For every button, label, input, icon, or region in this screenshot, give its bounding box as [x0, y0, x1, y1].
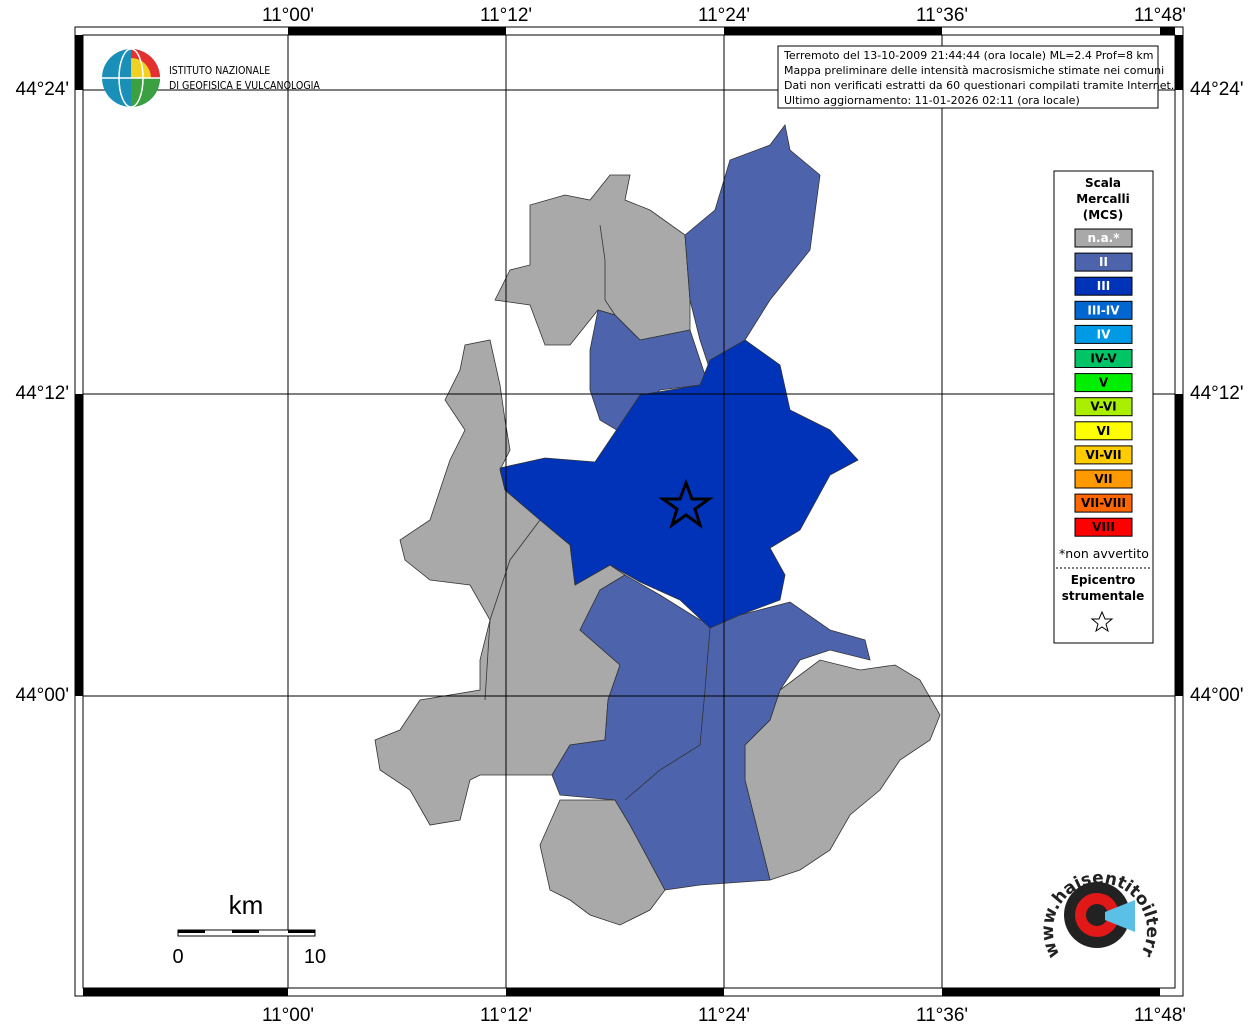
- frame-band: [506, 988, 724, 996]
- scale-unit: km: [229, 890, 264, 920]
- legend-title: Scala: [1085, 176, 1121, 190]
- frame: [74, 26, 1184, 997]
- ingv-text: DI GEOFISICA E VULCANOLOGIA: [169, 80, 320, 92]
- info-box: Terremoto del 13-10-2009 21:44:44 (ora l…: [777, 45, 1174, 109]
- ingv-logo: ISTITUTO NAZIONALE DI GEOFISICA E VULCAN…: [102, 48, 320, 108]
- scale-label: 0: [172, 946, 183, 968]
- lat-label: 44°00': [16, 685, 70, 706]
- scale-bar-seg: [288, 930, 315, 933]
- frame-band: [288, 27, 506, 35]
- hsit-speaker: [1105, 900, 1135, 932]
- info-line: Terremoto del 13-10-2009 21:44:44 (ora l…: [783, 49, 1154, 62]
- legend-label: VI-VII: [1085, 448, 1121, 462]
- legend-epicenter: strumentale: [1062, 589, 1145, 603]
- lon-label: 11°12': [480, 5, 532, 26]
- scale-bar-seg: [232, 930, 259, 933]
- boundary: [599, 224, 616, 316]
- info-line: Ultimo aggiornamento: 11-01-2026 02:11 (…: [784, 94, 1080, 107]
- frame-band: [1160, 27, 1175, 35]
- legend-swatch: [1074, 445, 1133, 465]
- legend-label: III: [1097, 279, 1110, 293]
- legend-label: VI: [1097, 424, 1111, 438]
- scale-bar: km 0 10: [172, 890, 326, 968]
- legend-swatch: [1074, 397, 1133, 417]
- epicenter-star: [658, 478, 714, 529]
- legend-label: VII-VIII: [1081, 496, 1126, 510]
- lon-label: 11°24': [698, 1005, 750, 1024]
- hsit-circle: [1086, 904, 1108, 926]
- legend-star: [1090, 610, 1114, 633]
- legend-swatch: [1074, 493, 1133, 513]
- ingv-text: ISTITUTO NAZIONALE: [169, 65, 270, 77]
- legend-label: IV-V: [1090, 352, 1117, 366]
- lat-label: 44°12': [1190, 383, 1244, 404]
- municipality: [589, 309, 706, 436]
- legend-frame: [1053, 170, 1154, 644]
- frame-band: [83, 988, 288, 996]
- legend-note: *non avvertito: [1059, 546, 1149, 561]
- legend: ScalaMercalli(MCS)n.a.*IIIIIIII-IVIVIV-V…: [1053, 170, 1154, 644]
- lat-label: 44°24': [1190, 79, 1244, 100]
- legend-swatch: [1074, 276, 1133, 296]
- legend-swatch: [1074, 517, 1133, 537]
- regions: [374, 124, 941, 926]
- legend-label: V: [1099, 376, 1109, 390]
- legend-title: (MCS): [1083, 208, 1124, 222]
- legend-swatch: [1074, 228, 1133, 248]
- legend-swatch: [1074, 469, 1133, 489]
- scale-bar-seg: [178, 930, 205, 933]
- info-frame: [777, 45, 1159, 109]
- legend-label: VIII: [1092, 520, 1115, 534]
- info-line: Mappa preliminare delle intensità macros…: [784, 64, 1164, 77]
- municipality: [539, 799, 666, 926]
- legend-label: IV: [1097, 327, 1111, 341]
- frame-band: [942, 988, 1160, 996]
- legend-swatch: [1074, 252, 1133, 272]
- lon-label: 11°48': [1134, 5, 1186, 26]
- legend-label: II: [1099, 255, 1108, 269]
- lat-label: 44°12': [16, 383, 70, 404]
- legend-swatch: [1074, 421, 1133, 441]
- legend-label: VII: [1094, 472, 1112, 486]
- lon-label: 11°12': [480, 1005, 532, 1024]
- axis-labels: 11°00' 11°00' 11°12' 11°12' 11°24' 11°24' 11°3…: [16, 5, 1244, 1024]
- boundary: [484, 519, 541, 701]
- frame-band: [75, 35, 83, 90]
- legend-title: Mercalli: [1076, 192, 1130, 206]
- municipality: [499, 339, 859, 629]
- lon-label: 11°00': [262, 5, 314, 26]
- municipality: [494, 174, 691, 346]
- lon-label: 11°36': [916, 5, 968, 26]
- lon-label: 11°36': [916, 1005, 968, 1024]
- legend-swatch: [1074, 373, 1133, 393]
- epicenter: [658, 478, 714, 529]
- legend-label: n.a.*: [1087, 231, 1120, 245]
- boundary: [624, 627, 711, 801]
- legend-epicenter: Epicentro: [1071, 573, 1136, 587]
- frame-band: [1175, 35, 1183, 90]
- municipality: [684, 124, 821, 371]
- legend-swatch: [1074, 349, 1133, 368]
- frame-band: [724, 27, 942, 35]
- frame-band: [1175, 394, 1183, 696]
- municipality: [374, 339, 626, 826]
- lon-label: 11°00': [262, 1005, 314, 1024]
- ingv-globe-part: [131, 58, 151, 78]
- legend-swatch: [1074, 300, 1133, 320]
- legend-label: V-VI: [1090, 400, 1116, 414]
- lat-label: 44°24': [16, 79, 70, 100]
- lon-label: 11°48': [1134, 1005, 1186, 1024]
- lat-label: 44°00': [1190, 685, 1244, 706]
- info-line: Dati non verificati estratti da 60 quest…: [784, 79, 1174, 92]
- legend-label: III-IV: [1087, 303, 1120, 317]
- scale-label: 10: [304, 946, 326, 968]
- legend-swatch: [1074, 324, 1133, 344]
- frame-band: [75, 394, 83, 696]
- lon-label: 11°24': [698, 5, 750, 26]
- graticule: [83, 35, 1175, 988]
